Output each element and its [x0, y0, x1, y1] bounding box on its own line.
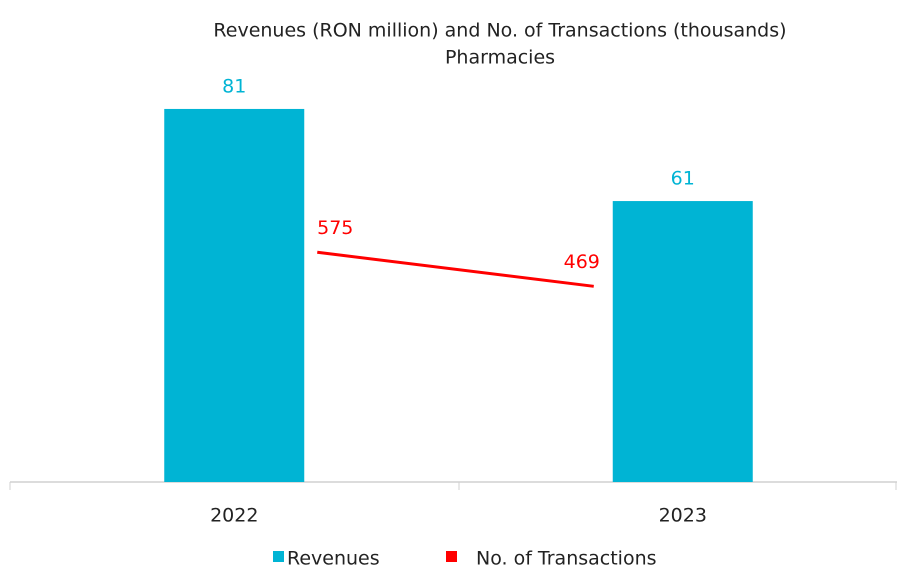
data-label: 61 — [671, 168, 695, 190]
x-tick-label: 2022 — [210, 505, 258, 527]
legend-label: Revenues — [287, 548, 380, 569]
bar — [164, 108, 305, 482]
bar — [612, 201, 753, 483]
data-label: 575 — [317, 217, 353, 239]
legend-label: No. of Transactions — [476, 548, 657, 569]
data-label: 81 — [222, 75, 246, 97]
chart-title: Revenues (RON million) and No. of Transa… — [213, 20, 786, 42]
x-tick-label: 2023 — [659, 505, 707, 527]
legend-swatch — [446, 551, 457, 562]
line — [317, 250, 594, 288]
chart-subtitle: Pharmacies — [445, 47, 555, 69]
legend-swatch — [273, 551, 284, 562]
data-label: 469 — [564, 251, 600, 273]
